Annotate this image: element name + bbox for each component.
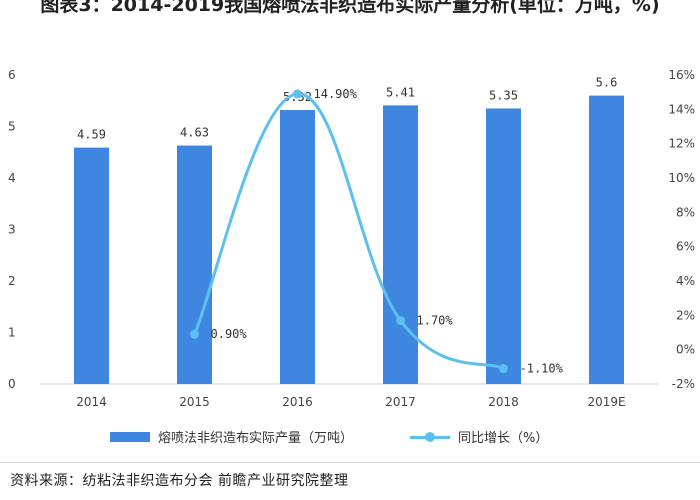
growth-value-label: 14.90% (314, 87, 358, 101)
y-left-tick-label: 4 (8, 171, 16, 185)
growth-value-label: -1.10% (520, 362, 564, 376)
bar-value-label: 5.6 (596, 76, 618, 90)
bar-value-label: 4.63 (180, 126, 209, 140)
y-right-tick-label: 4% (676, 274, 695, 288)
legend-item-production: 熔喷法非织造布实际产量（万吨） (110, 427, 353, 446)
legend-line-swatch (410, 431, 450, 442)
y-left-tick-label: 5 (8, 120, 16, 134)
y-right-tick-label: 12% (668, 137, 695, 151)
growth-point (293, 89, 302, 99)
growth-point (499, 364, 508, 374)
growth-point (190, 329, 199, 339)
x-tick-label: 2017 (385, 395, 416, 409)
growth-line (193, 92, 505, 370)
legend-label-growth: 同比增长（%） (458, 431, 549, 446)
y-right-tick-label: 14% (668, 102, 695, 116)
x-tick-label: 2015 (179, 395, 210, 409)
bar (280, 110, 315, 385)
combo-chart: 0 1 2 3 4 5 6 -2% 0% 2% 4% 6% 8% 10% 12% 14% 16% 4.59 4.63… (8, 68, 695, 409)
bar-value-label: 4.59 (77, 128, 106, 142)
bar (486, 108, 521, 384)
y-right-tick-label: 2% (676, 308, 695, 322)
growth-value-label: 0.90% (211, 327, 248, 341)
chart-title: 图表3：2014-2019我国熔喷法非织造布实际产量分析(单位：万吨，%) (40, 0, 660, 16)
x-tick-label: 2018 (488, 395, 519, 409)
x-tick-label: 2014 (76, 395, 107, 409)
legend-item-growth: 同比增长（%） (410, 427, 548, 446)
bar (177, 145, 212, 384)
legend-label-production: 熔喷法非织造布实际产量（万吨） (158, 431, 354, 446)
y-left-tick-label: 2 (8, 274, 16, 288)
growth-value-label: 1.70% (417, 313, 454, 327)
y-left-tick-label: 1 (8, 326, 16, 340)
y-right-tick-label: 0% (676, 343, 695, 357)
bar (589, 95, 624, 384)
y-left-tick-label: 3 (8, 223, 16, 237)
x-tick-label: 2016 (282, 395, 313, 409)
x-tick-label: 2019E (587, 395, 625, 409)
bar (74, 147, 109, 384)
legend-bar-swatch (110, 431, 150, 442)
y-right-tick-label: 8% (676, 205, 695, 219)
y-left-tick-label: 6 (8, 68, 16, 82)
growth-point (396, 315, 405, 325)
footer-divider (0, 462, 700, 463)
y-left-tick-label: 0 (8, 377, 16, 391)
y-right-tick-label: 6% (676, 240, 695, 254)
bar-value-label: 5.35 (489, 88, 518, 102)
y-right-tick-label: 10% (668, 171, 695, 185)
source-note: 资料来源：纺粘法非织造布分会 前瞻产业研究院整理 (10, 473, 349, 489)
bar-value-label: 5.41 (386, 85, 415, 99)
chart-legend: 熔喷法非织造布实际产量（万吨） 同比增长（%） (0, 427, 700, 447)
y-right-tick-label: -2% (672, 377, 695, 391)
y-right-tick-label: 16% (668, 68, 695, 82)
bar (383, 105, 418, 384)
